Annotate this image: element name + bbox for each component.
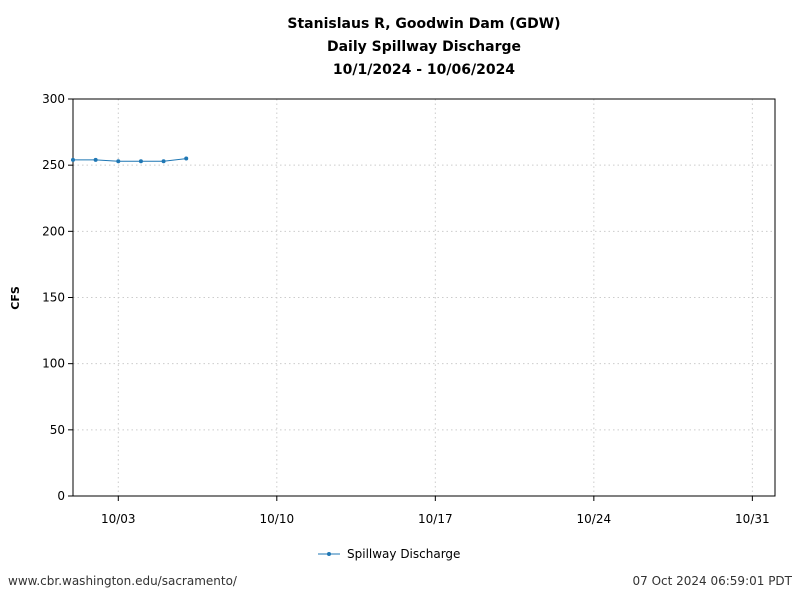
y-tick-label: 50 xyxy=(50,423,65,437)
data-point xyxy=(71,157,75,162)
title-line-2: Daily Spillway Discharge xyxy=(327,39,521,55)
y-tick-label: 250 xyxy=(42,158,65,172)
x-tick-label: 10/17 xyxy=(418,512,453,526)
x-tick-label: 10/24 xyxy=(577,512,612,526)
legend: Spillway Discharge xyxy=(318,547,460,561)
y-axis: 0 50 100 150 200 250 300 xyxy=(42,92,73,503)
data-point xyxy=(93,157,98,162)
gridlines xyxy=(73,99,775,496)
y-tick-label: 200 xyxy=(42,224,65,238)
data-point xyxy=(161,159,166,164)
x-tick-label: 10/31 xyxy=(735,512,770,526)
source-url[interactable]: www.cbr.washington.edu/sacramento/ xyxy=(8,574,238,588)
data-point xyxy=(184,156,189,161)
series-spillway-discharge xyxy=(71,156,189,164)
x-tick-label: 10/10 xyxy=(260,512,295,526)
title-line-3: 10/1/2024 - 10/06/2024 xyxy=(333,62,515,78)
x-tick-label: 10/03 xyxy=(101,512,136,526)
legend-marker xyxy=(327,552,331,556)
data-point xyxy=(116,159,121,164)
y-tick-label: 300 xyxy=(42,92,65,106)
timestamp: 07 Oct 2024 06:59:01 PDT xyxy=(632,574,792,588)
x-axis: 10/03 10/10 10/17 10/24 10/31 xyxy=(101,496,770,526)
legend-label: Spillway Discharge xyxy=(347,547,460,561)
y-axis-label: CFS xyxy=(9,286,22,310)
y-tick-label: 100 xyxy=(42,357,65,371)
y-tick-label: 0 xyxy=(57,489,65,503)
y-tick-label: 150 xyxy=(42,291,65,305)
title-line-1: Stanislaus R, Goodwin Dam (GDW) xyxy=(287,16,560,32)
data-point xyxy=(138,159,143,164)
chart-title: Stanislaus R, Goodwin Dam (GDW) Daily Sp… xyxy=(287,16,560,78)
series-line xyxy=(73,158,187,162)
